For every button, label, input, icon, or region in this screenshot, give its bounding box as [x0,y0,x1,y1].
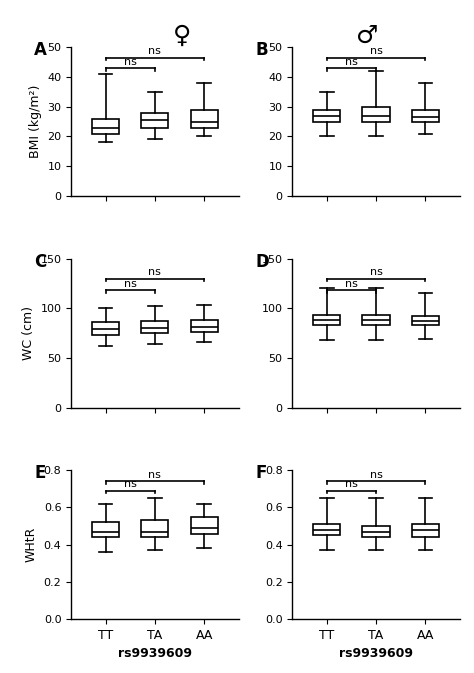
Text: ns: ns [124,279,137,289]
Text: ns: ns [345,479,358,489]
Text: ♂: ♂ [356,24,379,48]
Text: ns: ns [370,267,383,277]
Text: ns: ns [345,57,358,67]
PathPatch shape [92,322,119,335]
PathPatch shape [191,110,218,128]
PathPatch shape [412,316,439,325]
PathPatch shape [141,321,168,333]
Text: ns: ns [345,279,358,289]
PathPatch shape [92,118,119,133]
PathPatch shape [92,522,119,537]
PathPatch shape [412,524,439,537]
PathPatch shape [191,517,218,534]
Text: ns: ns [148,470,161,480]
Y-axis label: WC (cm): WC (cm) [22,306,35,360]
Text: ns: ns [124,479,137,489]
Text: ns: ns [370,46,383,57]
Text: ns: ns [148,267,161,277]
X-axis label: rs9939609: rs9939609 [118,647,192,660]
PathPatch shape [141,112,168,128]
PathPatch shape [363,526,390,537]
Text: ns: ns [124,57,137,67]
Text: A: A [34,41,47,59]
Y-axis label: BMI (kg/m²): BMI (kg/m²) [29,85,42,158]
X-axis label: rs9939609: rs9939609 [339,647,413,660]
PathPatch shape [412,110,439,122]
PathPatch shape [141,520,168,537]
PathPatch shape [313,315,340,325]
PathPatch shape [363,315,390,325]
Text: ♀: ♀ [173,24,191,48]
PathPatch shape [313,524,340,535]
Text: C: C [34,252,46,271]
PathPatch shape [363,107,390,122]
Text: F: F [255,464,267,483]
PathPatch shape [191,320,218,332]
Y-axis label: WHtR: WHtR [25,527,38,563]
Text: B: B [255,41,268,59]
Text: ns: ns [370,470,383,480]
Text: ns: ns [148,46,161,57]
Text: E: E [34,464,46,483]
Text: D: D [255,252,269,271]
PathPatch shape [313,110,340,122]
